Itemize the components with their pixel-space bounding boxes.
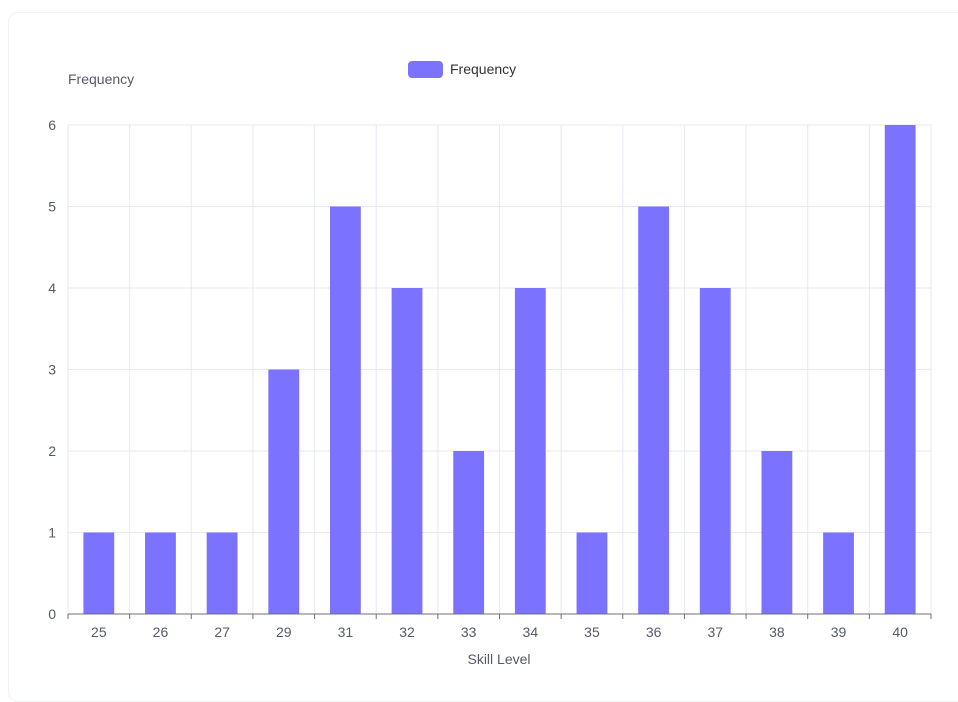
- x-tick-label: 26: [153, 624, 169, 640]
- x-tick-label: 37: [707, 624, 723, 640]
- bar: [884, 125, 916, 614]
- y-tick-label: 5: [48, 199, 56, 215]
- x-tick-label: 25: [91, 624, 107, 640]
- y-tick-label: 4: [48, 280, 56, 296]
- x-axis: 25 26 27 29 31 32 33 34 35 36 37 38 39 40: [67, 613, 932, 640]
- legend-swatch[interactable]: [408, 61, 443, 78]
- bar: [391, 288, 423, 614]
- bar: [514, 288, 546, 614]
- bar: [83, 532, 115, 614]
- bar: [206, 532, 238, 614]
- y-axis-title: Frequency: [68, 71, 134, 87]
- y-tick-label: 1: [48, 525, 56, 541]
- x-tick-label: 36: [646, 624, 662, 640]
- bar: [576, 532, 608, 614]
- bar: [329, 206, 361, 614]
- bars: [83, 125, 916, 614]
- x-tick-label: 38: [769, 624, 785, 640]
- bar: [761, 451, 793, 614]
- y-tick-label: 2: [48, 443, 56, 459]
- legend[interactable]: Frequency: [408, 61, 516, 78]
- x-tick-label: 40: [892, 624, 908, 640]
- x-tick-label: 31: [338, 624, 354, 640]
- legend-label[interactable]: Frequency: [450, 61, 516, 77]
- x-tick-label: 33: [461, 624, 477, 640]
- x-tick-label: 29: [276, 624, 292, 640]
- x-tick-label: 34: [523, 624, 539, 640]
- y-tick-label: 0: [48, 606, 56, 622]
- bar: [145, 532, 176, 614]
- y-tick-label: 3: [48, 362, 56, 378]
- x-tick-label: 27: [214, 624, 230, 640]
- bar: [638, 206, 670, 614]
- x-tick-label: 35: [584, 624, 600, 640]
- x-tick-label: 32: [399, 624, 415, 640]
- y-tick-label: 6: [48, 117, 56, 133]
- y-axis: 0 1 2 3 4 5 6: [48, 117, 56, 622]
- grid-lines: [67, 124, 932, 614]
- bar: [268, 369, 300, 614]
- bar: [453, 451, 485, 614]
- x-axis-title: Skill Level: [467, 651, 530, 667]
- bar: [823, 532, 854, 614]
- bar: [699, 288, 731, 614]
- x-tick-label: 39: [831, 624, 847, 640]
